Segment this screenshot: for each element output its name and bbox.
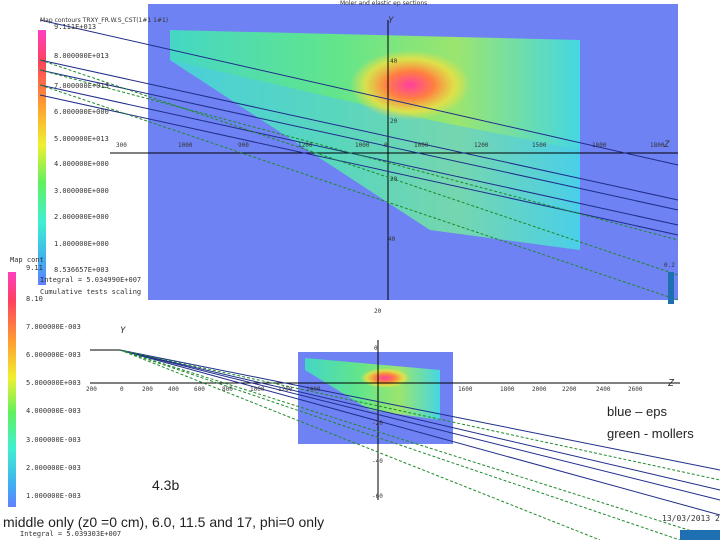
figure-label: 4.3b [152, 477, 180, 493]
bottom-y-tick: 20 [374, 308, 382, 315]
top-color-scale [38, 30, 46, 285]
top-moller-tracks [39, 59, 679, 301]
bottom-x-tick: 2000 [532, 386, 547, 393]
bottom-axis-y-label: Y [120, 326, 126, 336]
top-y-tick: 20 [390, 118, 398, 125]
bottom-scale-value: 2.000000E-003 [26, 464, 81, 472]
bottom-y-tick: -40 [372, 458, 383, 465]
bottom-moller-tracks [119, 349, 720, 540]
top-plot-title: Moler and elastic ep sections [340, 0, 428, 7]
bottom-x-tick: 400 [168, 386, 179, 393]
bottom-eps-tracks [119, 349, 720, 516]
top-y-tick: 40 [388, 236, 396, 243]
top-scale-value: 8.000000E+013 [54, 52, 109, 60]
top-x-tick: 300 [116, 142, 127, 149]
bottom-x-tick: 200 [142, 386, 153, 393]
top-scale-value: 1.000000E+000 [54, 240, 109, 248]
top-hotspot [350, 50, 470, 120]
bottom-y-tick: -20 [372, 420, 383, 427]
bottom-scale-top: 9.11 [26, 264, 43, 272]
top-axis-y-label: Y [388, 16, 394, 26]
top-x-tick: 1800 [650, 142, 665, 149]
top-y-tick: 20 [390, 176, 398, 183]
bottom-x-tick: 2600 [628, 386, 643, 393]
top-scale-value: 9.111E+013 [54, 23, 97, 31]
bottom-scale-header: Map cont [10, 256, 44, 264]
top-x-tick: 1800 [592, 142, 607, 149]
bottom-scale-value: 5.000000E+003 [26, 379, 81, 387]
bottom-scale-value: 4.000000E-003 [26, 407, 81, 415]
top-scale-value: 7.000000E+013 [54, 82, 109, 90]
bottom-y-tick: 0 [374, 345, 378, 352]
top-axis-x-label: Z [664, 140, 670, 150]
bottom-x-tick: 1400 [306, 386, 321, 393]
bottom-color-scale [8, 272, 16, 507]
top-scale-header: Map contours TRXY_FR.W.S_CST(1#1 1#1) [40, 17, 169, 24]
top-y-tick: 40 [390, 58, 398, 65]
top-x-tick: 1000 [178, 142, 193, 149]
bottom-scale-value: 1.000000E-003 [26, 492, 81, 500]
top-x-tick: 1500 [532, 142, 547, 149]
bottom-x-tick: 1800 [500, 386, 515, 393]
bottom-hotspot [360, 368, 410, 388]
bottom-date: 13/03/2013 22 [662, 514, 720, 523]
bottom-x-tick: 1000 [250, 386, 265, 393]
top-footer: Cumulative tests scaling [40, 288, 142, 296]
top-x-tick: 1200 [298, 142, 313, 149]
bottom-scale-value: 7.000000E-003 [26, 323, 81, 331]
top-x-tick: 1200 [474, 142, 489, 149]
bottom-axis-x-label: Z [668, 378, 675, 389]
bottom-x-tick: 2200 [562, 386, 577, 393]
legend-green: green - mollers [607, 426, 694, 441]
top-x-tick: 1000 [355, 142, 370, 149]
top-integral: Integral = 5.034990E+007 [40, 276, 142, 284]
bottom-x-tick: 2400 [596, 386, 611, 393]
caption: middle only (z0 =0 cm), 6.0, 11.5 and 17… [3, 514, 325, 530]
top-band-lower [170, 60, 580, 250]
top-corner-value: 0.2 [664, 262, 675, 269]
legend-blue: blue – eps [607, 404, 667, 419]
bottom-x-tick: 200 [86, 386, 97, 393]
top-x-tick: 900 [238, 142, 249, 149]
top-scale-value: 5.000000E+013 [54, 135, 109, 143]
top-scale-min: 8.536657E+003 [54, 266, 109, 274]
bottom-x-tick: 1200 [278, 386, 293, 393]
accent-marker [668, 272, 674, 304]
bottom-scale-value: 3.000000E-003 [26, 436, 81, 444]
top-scale-value: 4.000000E+000 [54, 160, 109, 168]
bottom-x-tick: 1600 [458, 386, 473, 393]
bottom-x-tick: 0 [120, 386, 124, 393]
bottom-x-tick: 600 [194, 386, 205, 393]
bottom-scale-value: 6.000000E-003 [26, 351, 81, 359]
bottom-x-tick: 800 [222, 386, 233, 393]
bottom-integral: Integral = 5.039303E+007 [20, 530, 122, 538]
top-x-tick: 0 [384, 142, 388, 149]
bottom-y-tick: -60 [372, 493, 383, 500]
top-x-tick: 1000 [414, 142, 429, 149]
bottom-scale-value: 8.10 [26, 295, 43, 303]
top-scale-value: 2.000000E+000 [54, 213, 109, 221]
top-scale-value: 3.000000E+000 [54, 187, 109, 195]
corner-accent [680, 530, 720, 540]
top-scale-value: 6.000000E+000 [54, 108, 109, 116]
